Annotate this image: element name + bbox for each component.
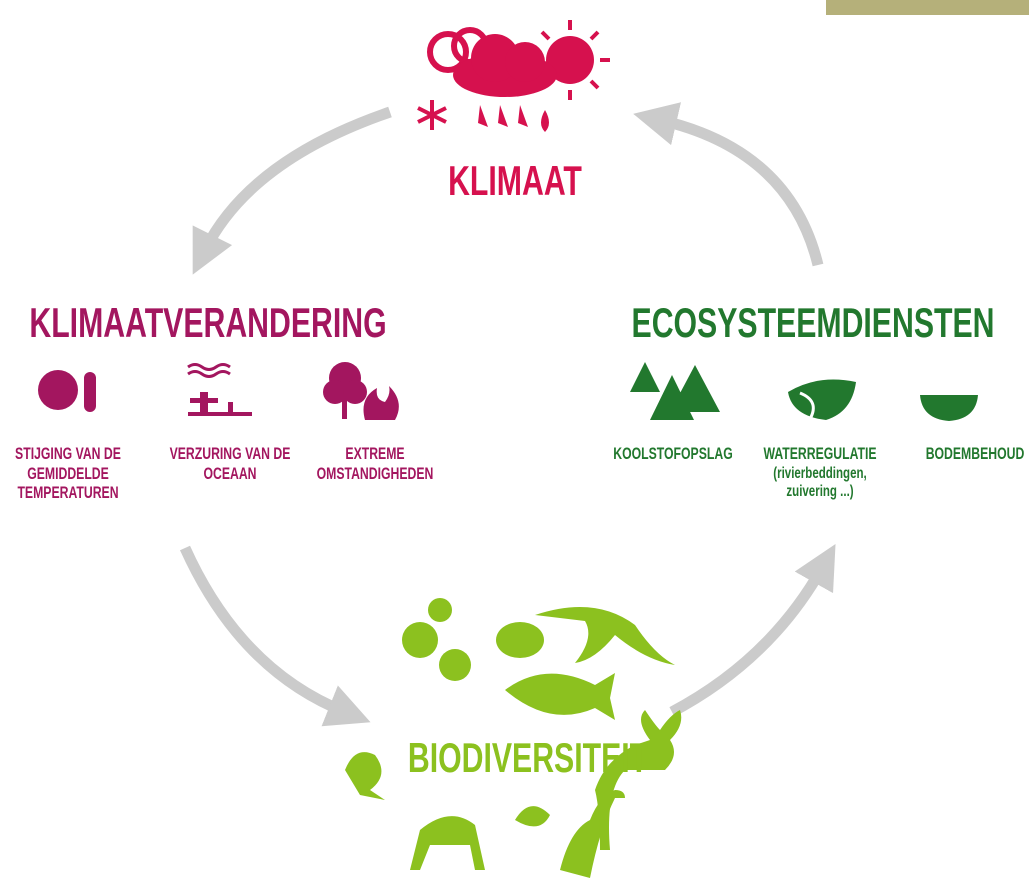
node-title: BIODIVERSITEIT — [408, 735, 648, 781]
arrow — [205, 112, 390, 250]
climate-icon — [418, 20, 610, 132]
corner-tab — [826, 0, 1029, 15]
node-note: (rivierbeddingen, zuivering ...) — [766, 465, 874, 502]
node-item: KOOLSTOFOPSLAG — [601, 444, 745, 464]
change-icons — [38, 362, 399, 420]
node-title: KLIMAAT — [448, 158, 582, 204]
diagram: KLIMAAT KLIMAATVERANDERING STIJGING VAN … — [0, 0, 1029, 890]
node-item: VERZURING VAN DE OCEAAN — [158, 444, 302, 483]
node-item: EXTREME OMSTANDIGHEDEN — [303, 444, 447, 483]
arrow — [185, 548, 345, 712]
node-item: WATERREGULATIE — [748, 444, 892, 464]
arrow — [660, 120, 818, 265]
node-title: KLIMAATVERANDERING — [29, 300, 386, 346]
node-item: BODEMBEHOUD — [903, 444, 1029, 464]
arrow — [672, 568, 822, 712]
service-icons — [630, 362, 978, 421]
node-item: STIJGING VAN DE GEMIDDELDE TEMPERATUREN — [0, 444, 140, 503]
node-title: ECOSYSTEEMDIENSTEN — [632, 300, 995, 346]
